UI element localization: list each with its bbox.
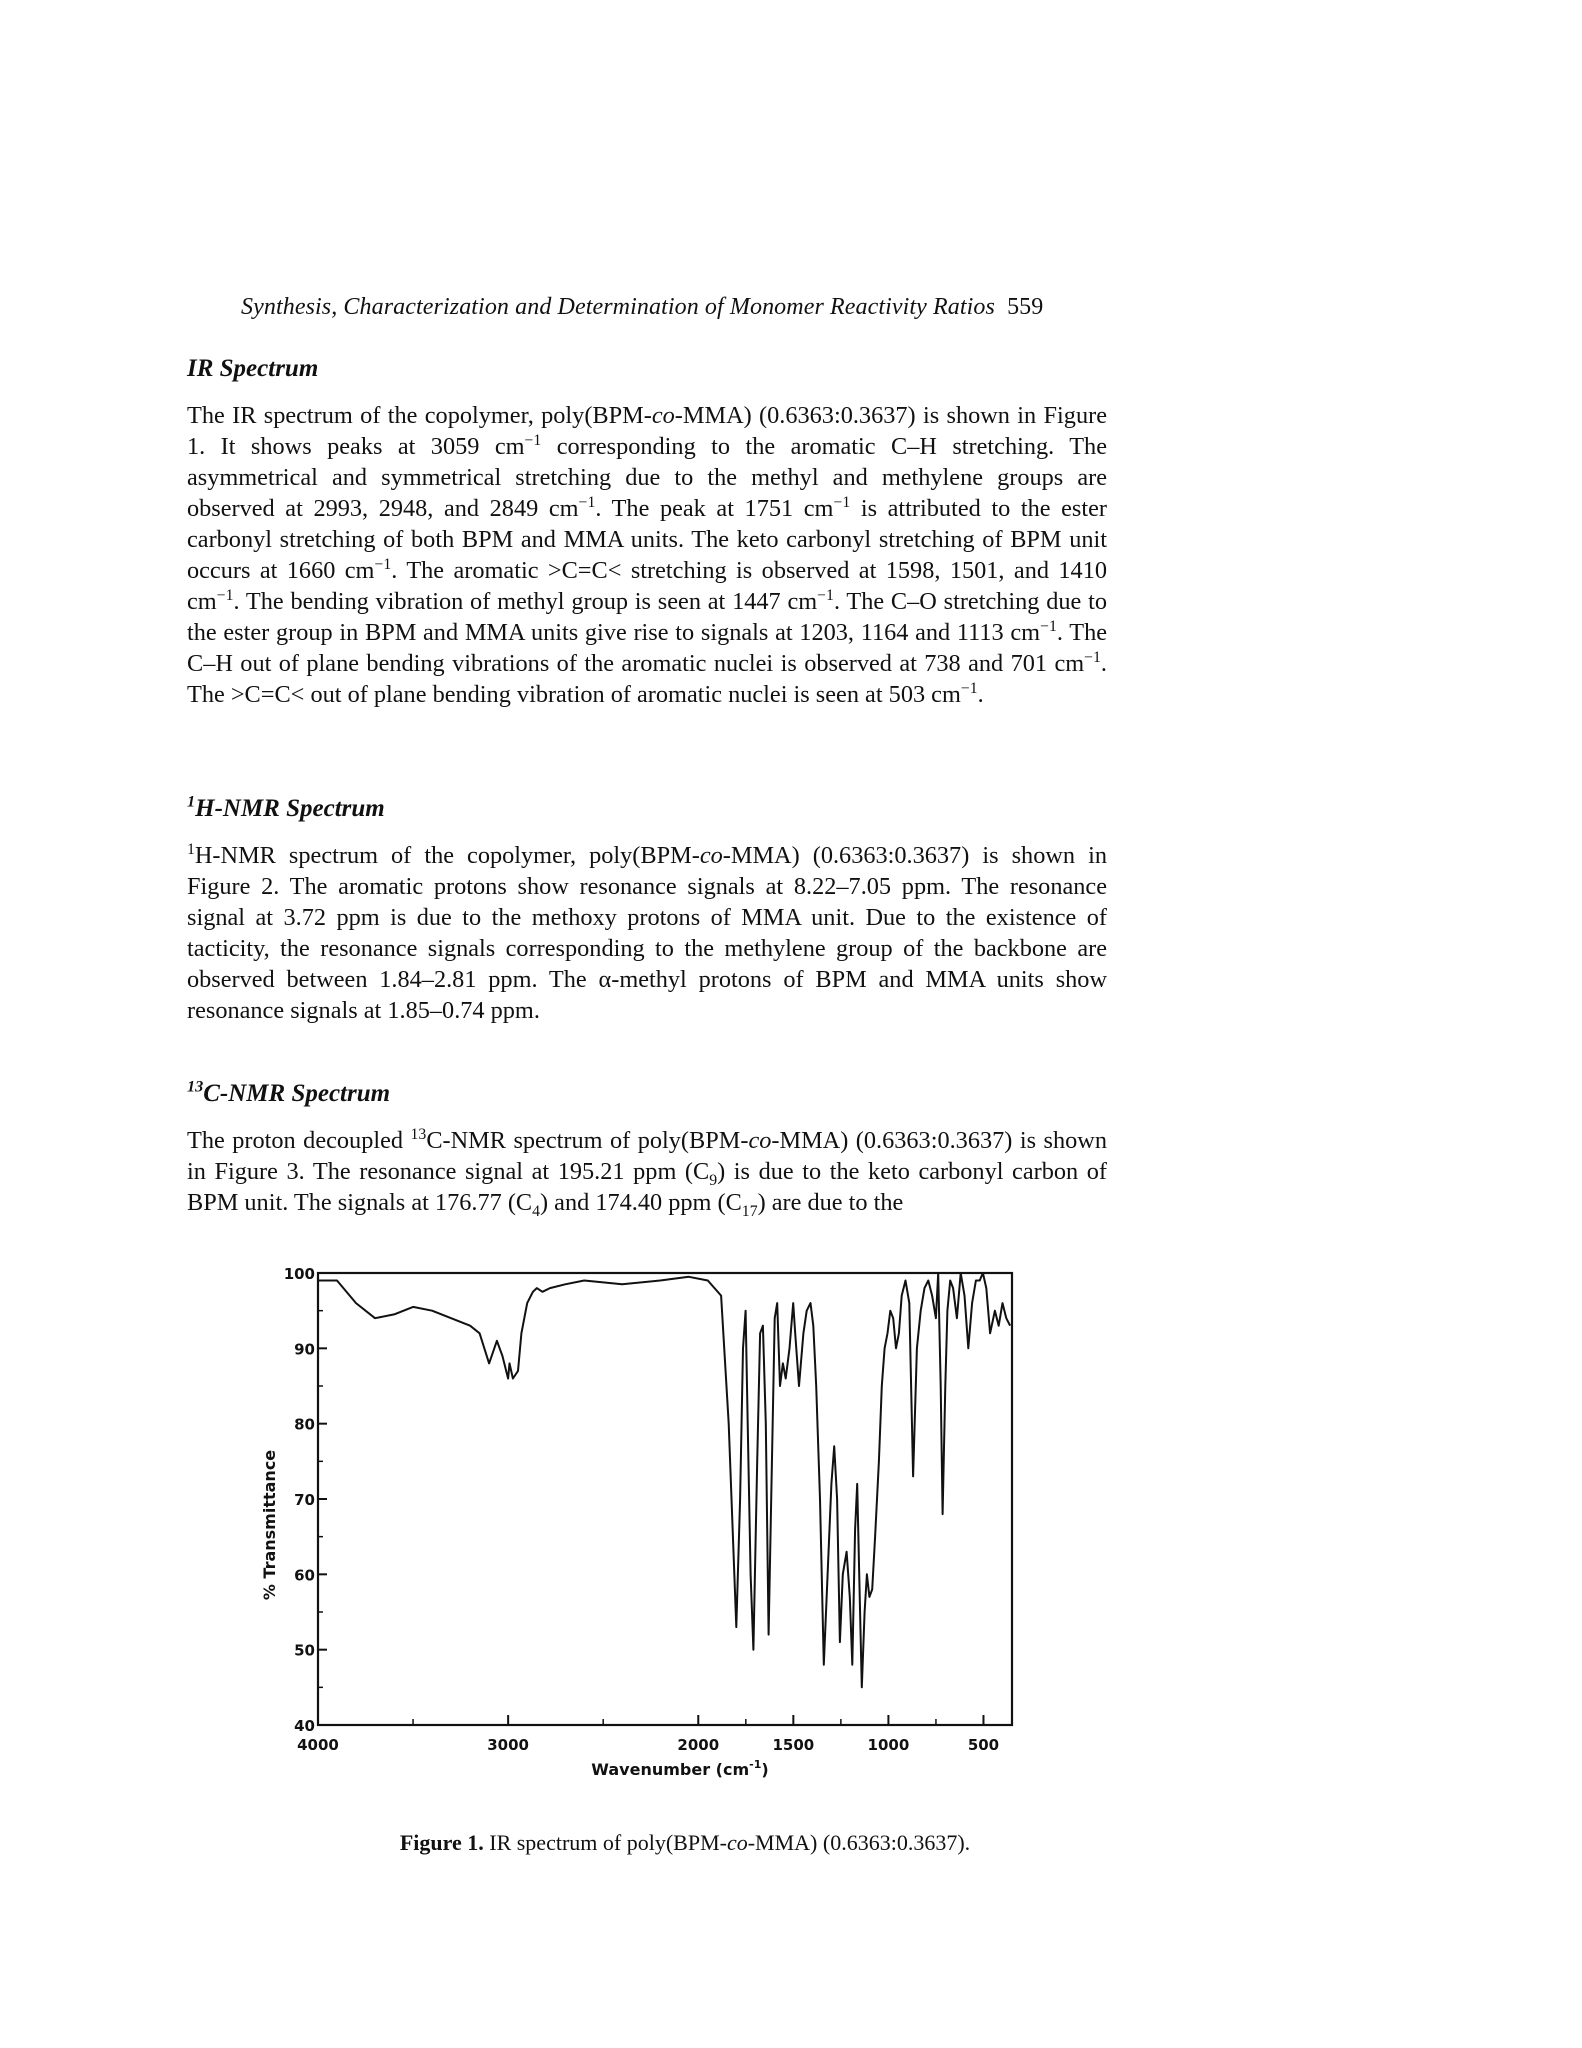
c-nmr-paragraph: The proton decoupled 13C-NMR spectrum of… xyxy=(187,1125,1107,1220)
page-number: 559 xyxy=(1007,294,1044,320)
spectrum-line xyxy=(318,1272,1011,1689)
y-tick-label: 70 xyxy=(294,1491,315,1509)
ir-text-11: . xyxy=(977,681,984,708)
y-tick-label: 90 xyxy=(294,1340,315,1358)
x-tick-label: 1500 xyxy=(772,1736,814,1754)
h-nmr-text-italic: co xyxy=(699,842,723,869)
x-tick-label: 1000 xyxy=(868,1736,910,1754)
x-tick-label: 3000 xyxy=(487,1736,529,1754)
y-tick-label: 100 xyxy=(284,1265,315,1283)
figure-caption: Figure 1. IR spectrum of poly(BPM-co-MMA… xyxy=(0,1830,1330,1856)
caption-end: -MMA) (0.6363:0.3637). xyxy=(747,1830,971,1855)
running-head-title: Synthesis, Characterization and Determin… xyxy=(241,294,995,320)
caption-italic: co xyxy=(726,1830,748,1855)
ir-text-8: . The C–O stretching due to the ester gr… xyxy=(187,588,1107,646)
ir-sup: −1 xyxy=(833,493,851,511)
ir-text-3: corresponding to the aromatic C–H stretc… xyxy=(187,433,1107,522)
x-axis-label-text: Wavenumber (cm xyxy=(591,1760,749,1779)
ir-text-1: The IR spectrum of the copolymer, poly(B… xyxy=(187,402,652,429)
x-axis-label: Wavenumber (cm-1) xyxy=(591,1758,768,1779)
ir-spectrum-heading: IR Spectrum xyxy=(187,355,318,383)
x-tick-label: 2000 xyxy=(677,1736,719,1754)
h-nmr-paragraph: 1H-NMR spectrum of the copolymer, poly(B… xyxy=(187,840,1107,1026)
h-nmr-text-1: H-NMR spectrum of the copolymer, poly(BP… xyxy=(194,842,700,869)
c-nmr-text-6: ) are due to the xyxy=(757,1189,904,1216)
y-tick-label: 80 xyxy=(294,1416,315,1434)
h-nmr-text-2: -MMA) (0.6363:0.3637) is shown in Figure… xyxy=(187,842,1107,1024)
ir-sup: −1 xyxy=(216,586,234,604)
caption-label: Figure 1. xyxy=(399,1830,484,1855)
caption-text: IR spectrum of poly(BPM- xyxy=(483,1830,727,1855)
x-tick-label: 4000 xyxy=(297,1736,339,1754)
c-nmr-sub-2: 4 xyxy=(532,1202,541,1220)
ir-heading-text: IR Spectrum xyxy=(187,355,319,382)
c-nmr-sup: 13 xyxy=(410,1125,427,1143)
running-head: Synthesis, Characterization and Determin… xyxy=(241,294,1111,321)
ir-sup: −1 xyxy=(1040,617,1057,635)
c-nmr-text-3: -MMA) (0.6363:0.3637) is shown in Figure… xyxy=(187,1127,1107,1185)
h-nmr-lead-sup: 1 xyxy=(187,840,195,858)
c-nmr-text-4: ) is due to the keto carbonyl carbon of … xyxy=(187,1158,1107,1216)
ir-sup: −1 xyxy=(817,586,834,604)
ir-sup: −1 xyxy=(960,679,978,697)
c-nmr-text-2: C-NMR spectrum of poly(BPM- xyxy=(426,1127,749,1154)
c-nmr-sub-1: 9 xyxy=(709,1171,718,1189)
ir-text-10: . The >C=C< out of plane bending vibrati… xyxy=(187,650,1107,708)
h-nmr-heading: 1H-NMR Spectrum xyxy=(187,792,385,823)
ir-text-2: -MMA) (0.6363:0.3637) is shown in Figure… xyxy=(187,402,1107,460)
c-nmr-text-italic: co xyxy=(748,1127,772,1154)
ir-spectrum-figure: 40 50 60 70 80 90 100 4000 3000 2000 1500 1000 500 … xyxy=(250,1255,1050,1845)
c-nmr-text-1: The proton decoupled xyxy=(187,1127,411,1154)
ir-text-7: . The bending vibration of methyl group … xyxy=(233,588,818,615)
ir-sup: −1 xyxy=(1084,648,1101,666)
ir-text-6: . The aromatic >C=C< stretching is obser… xyxy=(187,557,1107,615)
y-axis-label: % Transmittance xyxy=(260,1450,279,1600)
ir-paragraph: The IR spectrum of the copolymer, poly(B… xyxy=(187,400,1107,710)
c-nmr-heading-text: C-NMR Spectrum xyxy=(203,1080,391,1107)
ir-text-italic: co xyxy=(651,402,675,429)
y-tick-label: 40 xyxy=(294,1717,315,1735)
h-nmr-heading-sup: 1 xyxy=(187,792,196,811)
y-tick-label: 60 xyxy=(294,1566,315,1584)
ir-text-5: is attributed to the ester carbonyl stre… xyxy=(187,495,1107,584)
h-nmr-heading-text: H-NMR Spectrum xyxy=(195,795,385,822)
y-tick-label: 50 xyxy=(294,1642,315,1660)
c-nmr-heading-sup: 13 xyxy=(187,1077,204,1096)
ir-text-9: . The C–H out of plane bending vibration… xyxy=(187,619,1107,677)
plot-frame xyxy=(316,1271,1014,1727)
ir-sup: −1 xyxy=(374,555,392,573)
ir-sup: −1 xyxy=(524,431,542,449)
ir-sup: −1 xyxy=(578,493,596,511)
x-axis-label-sup: -1 xyxy=(749,1758,761,1771)
x-axis-label-end: ) xyxy=(761,1760,768,1779)
c-nmr-sub-3: 17 xyxy=(741,1202,758,1220)
c-nmr-heading: 13C-NMR Spectrum xyxy=(187,1077,391,1108)
ir-text-4: . The peak at 1751 cm xyxy=(595,495,834,522)
c-nmr-text-5: ) and 174.40 ppm (C xyxy=(540,1189,742,1216)
x-tick-label: 500 xyxy=(968,1736,999,1754)
